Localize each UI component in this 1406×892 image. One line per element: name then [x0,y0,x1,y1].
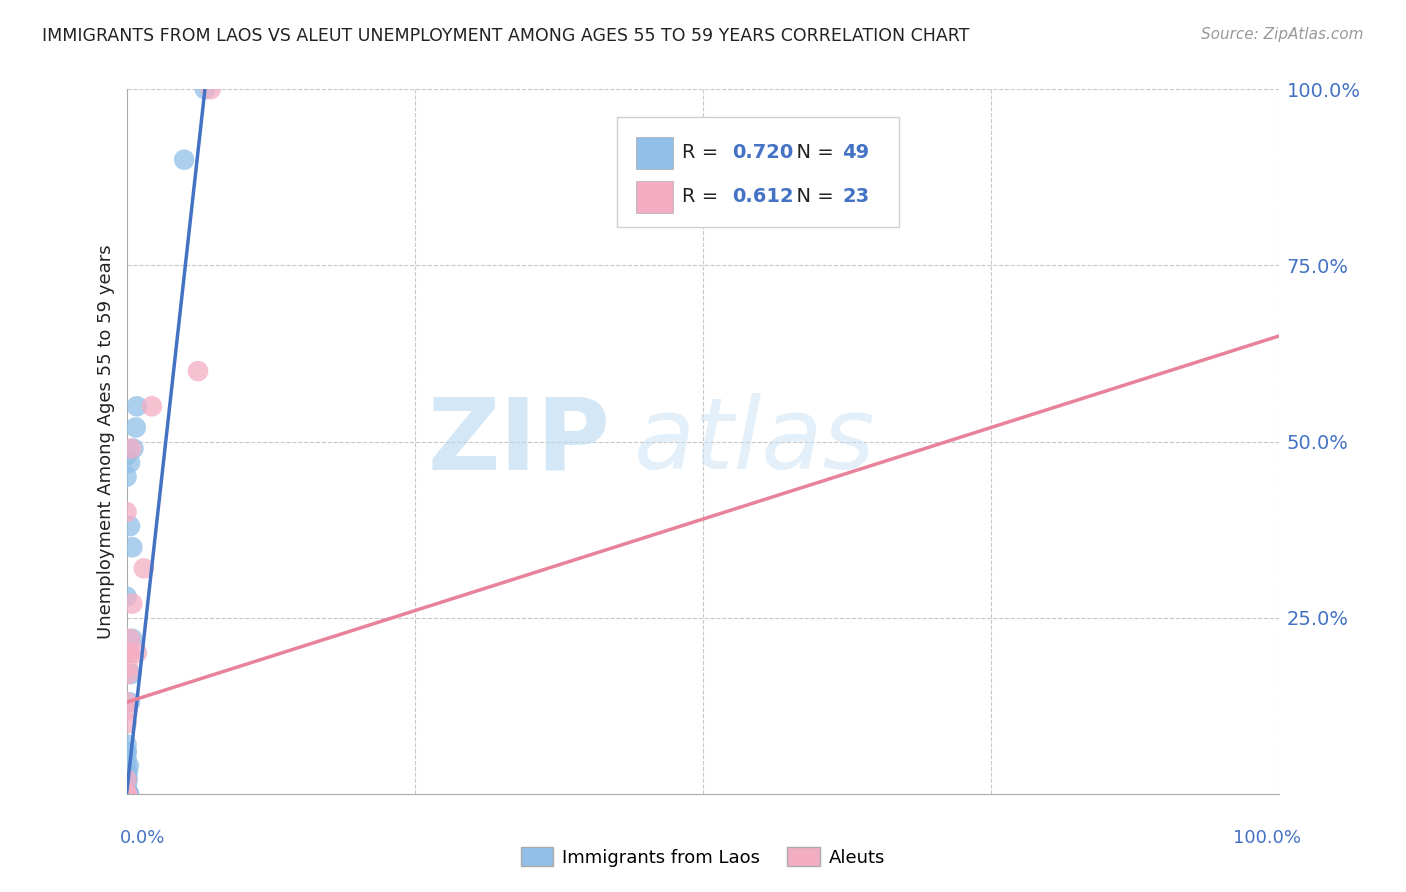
Point [115,787,138,801]
Point [118,632,141,646]
Point [115,590,138,604]
Point [115,505,138,519]
Point [115,787,138,801]
Point [121,597,143,611]
Point [121,541,143,555]
Point [115,787,138,801]
Point [115,745,138,759]
Text: Source: ZipAtlas.com: Source: ZipAtlas.com [1201,27,1364,42]
Text: IMMIGRANTS FROM LAOS VS ALEUT UNEMPLOYMENT AMONG AGES 55 TO 59 YEARS CORRELATION: IMMIGRANTS FROM LAOS VS ALEUT UNEMPLOYME… [42,27,970,45]
Text: 0.720: 0.720 [731,143,793,162]
Point [118,758,141,772]
Point [115,745,138,759]
Text: R =: R = [682,186,724,206]
Point [115,787,138,801]
FancyBboxPatch shape [636,181,673,212]
Text: R =: R = [682,143,724,162]
Point [117,660,139,674]
Point [115,772,138,787]
Point [122,442,145,456]
Point [118,646,141,660]
Point [117,787,139,801]
Legend: Immigrants from Laos, Aleuts: Immigrants from Laos, Aleuts [513,840,893,874]
Point [118,456,141,470]
Point [115,787,138,801]
Point [187,364,209,378]
Point [125,399,148,413]
Point [141,399,163,413]
Point [115,787,138,801]
Point [117,787,139,801]
Point [117,787,139,801]
Text: atlas: atlas [634,393,876,490]
Point [115,787,138,801]
Point [115,765,138,780]
Point [115,787,138,801]
Point [120,442,142,456]
Point [115,738,138,752]
Point [115,787,138,801]
Point [115,787,138,801]
Point [117,765,139,780]
Text: N =: N = [783,143,839,162]
Text: 49: 49 [842,143,870,162]
Point [115,787,138,801]
Point [117,787,139,801]
Point [115,787,138,801]
Point [125,420,148,434]
Point [118,787,141,801]
Point [118,787,141,801]
Point [115,787,138,801]
Text: 23: 23 [842,186,870,206]
Point [125,646,148,660]
Point [115,469,138,483]
Point [118,519,141,533]
Point [115,449,138,463]
Text: ZIP: ZIP [427,393,610,490]
Point [194,82,217,96]
Point [115,787,138,801]
Point [120,667,142,681]
Point [118,695,141,709]
Point [117,702,139,716]
Point [117,667,139,681]
Point [115,716,138,731]
Point [115,787,138,801]
Point [115,751,138,765]
Point [115,780,138,794]
Point [117,772,139,787]
Point [132,561,155,575]
Point [200,82,222,96]
Point [115,772,138,787]
Point [173,153,195,167]
Point [121,632,143,646]
Point [115,787,138,801]
Point [115,787,138,801]
Point [118,787,141,801]
Point [115,787,138,801]
Point [115,787,138,801]
Text: 100.0%: 100.0% [1233,829,1301,847]
Text: 0.0%: 0.0% [120,829,165,847]
Point [115,787,138,801]
Point [115,758,138,772]
Text: 0.612: 0.612 [731,186,793,206]
Point [118,646,141,660]
Point [115,780,138,794]
FancyBboxPatch shape [636,137,673,169]
Point [115,787,138,801]
FancyBboxPatch shape [617,118,898,227]
Point [115,695,138,709]
Point [117,787,139,801]
Text: N =: N = [783,186,839,206]
Y-axis label: Unemployment Among Ages 55 to 59 years: Unemployment Among Ages 55 to 59 years [97,244,115,639]
